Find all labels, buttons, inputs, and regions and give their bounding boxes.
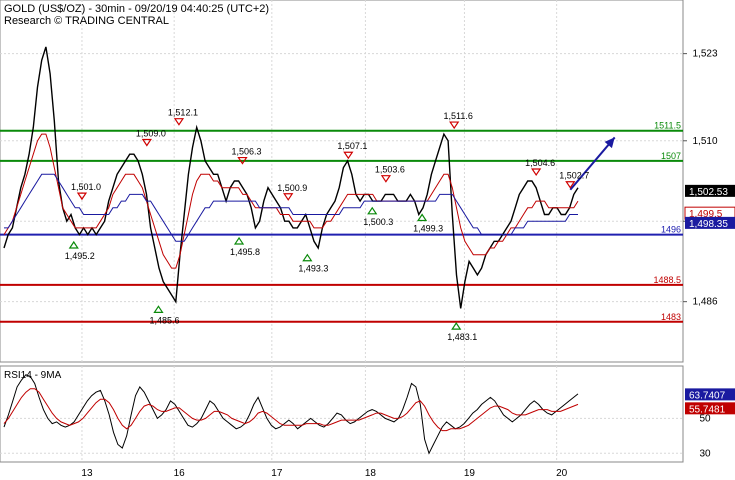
rsi-ma-last-label: 55.7481 [689,404,726,415]
peak-marker [76,192,88,201]
peak-marker [173,118,185,126]
peak-marker [380,175,392,183]
rsi-last-box [685,388,735,401]
level-label: 1507 [661,151,681,161]
peak-marker [343,151,354,160]
peak-label: 1,511.6 [444,111,473,121]
last-price-label: 1,502.53 [689,187,728,198]
rsi-axis-label: 50 [699,413,711,424]
peak-marker [531,168,542,177]
chart-header-title: GOLD (US$/OZ) - 30min - 09/20/19 04:40:2… [4,3,270,15]
trough-label: 1,495.8 [230,247,260,257]
peak-label: 1,506.3 [231,147,261,157]
trough-label: 1,500.3 [363,217,393,227]
price-axis-label: 1,510 [692,136,717,147]
trough-label: 1,493.3 [298,264,328,274]
rsi-title: RSI14 - 9MA [4,370,62,381]
trough-label: 1,485.6 [149,315,179,325]
rsi-last-label: 63.7407 [689,390,726,401]
price-panel-frame [0,0,684,363]
price-axis-label: 1,486 [692,297,717,308]
peak-label: 1,502.7 [559,171,589,181]
ma-long-last-box [685,216,735,229]
last-price-box [685,184,735,197]
trough-label: 1,483.1 [447,332,477,342]
peak-marker [449,121,460,130]
peak-label: 1,504.6 [525,158,555,168]
series-ma-short [3,133,579,269]
peak-marker [283,193,294,201]
peak-label: 1,512.1 [168,108,198,118]
series-price [3,46,579,309]
projection-arrow-head [604,137,615,149]
time-axis-label: 18 [365,468,377,479]
rsi-panel-frame [0,365,684,463]
ma-long-last-label: 1,498.35 [689,219,728,230]
series-ma-long [4,173,578,242]
trough-marker [68,240,79,249]
time-axis-label: 17 [271,468,283,479]
level-label: 1483 [661,312,681,322]
chart-header-source: Research © TRADING CENTRAL [4,15,169,27]
trough-label: 1,495.2 [65,251,95,261]
peak-marker [565,181,576,189]
trough-marker [302,253,313,262]
trough-marker [153,305,164,313]
price-axis-label: 1,523 [692,49,717,60]
peak-label: 1,500.9 [277,183,307,193]
time-axis-label: 19 [464,468,476,479]
peak-label: 1,503.6 [375,165,405,175]
rsi-series-rsi [3,374,579,455]
peak-label: 1,507.1 [337,141,367,151]
peak-marker [237,156,248,165]
trough-marker [233,236,245,245]
peak-marker [141,138,152,147]
time-axis-label: 13 [81,468,93,479]
projection-arrow-line [569,136,616,191]
rsi-axis-label: 30 [699,448,711,459]
peak-label: 1,509.0 [136,128,166,138]
trough-label: 1,499.3 [413,224,443,234]
peak-label: 1,501.0 [71,182,101,192]
ma-short-last-label: 1,499.5 [689,209,723,220]
rsi-series-rsi-ma [3,388,579,432]
time-axis-label: 20 [556,468,568,479]
trough-marker [416,213,428,222]
level-label: 1496 [661,225,681,235]
level-label: 1488.5 [653,275,681,285]
level-label: 1511.5 [654,121,681,131]
trough-marker [367,206,378,215]
trough-marker [451,322,462,330]
rsi-ma-last-box [685,402,735,415]
time-axis-label: 16 [174,468,186,479]
